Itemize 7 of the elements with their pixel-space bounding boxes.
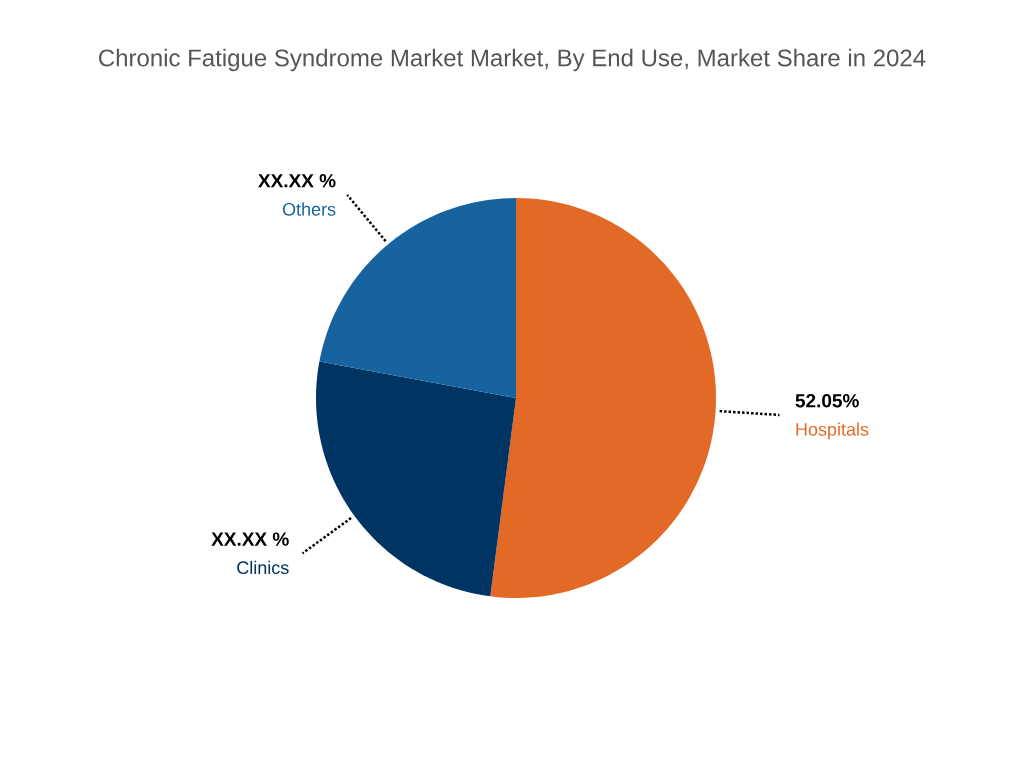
slice-label: Clinics <box>237 560 289 575</box>
data-label: XX.XX % <box>211 532 289 546</box>
slice-label: Others <box>282 202 336 216</box>
data-label: XX.XX % <box>258 174 336 188</box>
data-label: 52.05% <box>795 394 859 408</box>
slice-label: Hospitals <box>796 422 869 440</box>
chart-title: Chronic Fatigue Syndrome Market Market, By End Use, Market Share in 2024 <box>99 48 926 72</box>
